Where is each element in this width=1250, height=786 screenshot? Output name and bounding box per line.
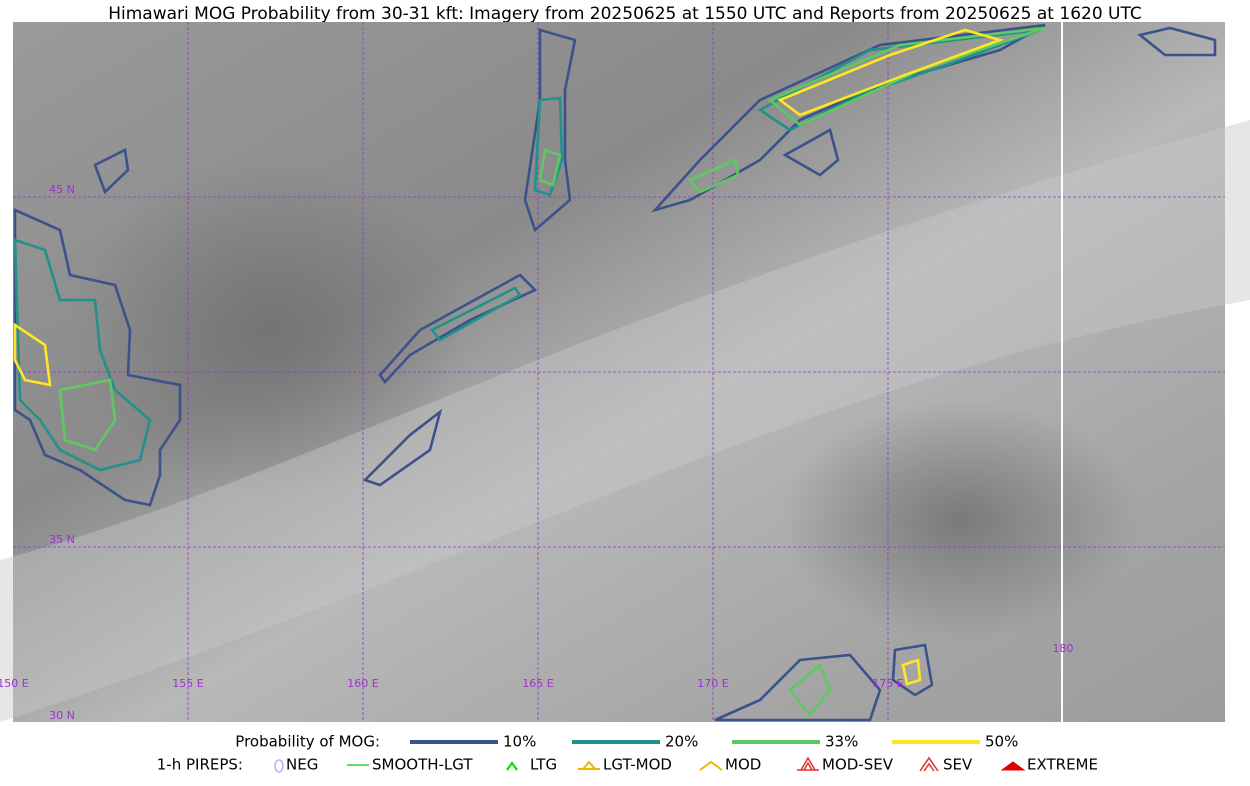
legend-symbol xyxy=(797,756,819,771)
legend-label: MOD xyxy=(725,756,761,774)
contour-20 xyxy=(13,238,152,472)
contour-33 xyxy=(767,26,1046,127)
legend-label: EXTREME xyxy=(1027,756,1098,774)
legend-label: SMOOTH-LGT xyxy=(372,756,473,774)
legend-title: 1-h PIREPS: xyxy=(157,756,243,774)
lon-label: 175 E xyxy=(872,677,903,690)
grid-labels: 45 N 35 N 30 N 150 E 155 E 160 E 165 E 1… xyxy=(0,183,1074,722)
lat-label: 45 N xyxy=(49,183,75,196)
legend: Probability of MOG: 1-h PIREPS: 10% 20% 33… xyxy=(157,733,1098,774)
lat-label: 35 N xyxy=(49,533,75,546)
contour-10 xyxy=(891,643,934,697)
bright-band xyxy=(0,120,1250,722)
legend-label: 20% xyxy=(665,733,698,751)
lat-label: 30 N xyxy=(49,709,75,722)
map: 45 N 35 N 30 N 150 E 155 E 160 E 165 E 1… xyxy=(0,22,1250,722)
contour-10 xyxy=(362,408,443,487)
legend-title: Probability of MOG: xyxy=(235,733,380,751)
legend-symbol xyxy=(274,759,284,773)
contour-50 xyxy=(13,322,52,387)
dark-region xyxy=(780,400,1140,640)
legend-symbol xyxy=(578,760,600,770)
legend-symbol xyxy=(1000,761,1026,771)
lon-label: 160 E xyxy=(347,677,378,690)
legend-label: NEG xyxy=(286,756,318,774)
contour-50 xyxy=(901,658,922,686)
contour-10 xyxy=(13,207,182,507)
legend-label: LGT-MOD xyxy=(603,756,672,774)
contour-10 xyxy=(714,653,882,722)
contour-20 xyxy=(429,286,522,342)
legend-label: 33% xyxy=(825,733,858,751)
contour-33 xyxy=(788,662,832,718)
contour-10 xyxy=(93,148,130,195)
lon-label: 165 E xyxy=(522,677,553,690)
legend-label: SEV xyxy=(943,756,973,774)
legend-label: 50% xyxy=(985,733,1018,751)
contour-33 xyxy=(538,148,562,187)
lon-label: 180 xyxy=(1053,642,1074,655)
legend-label: 10% xyxy=(503,733,536,751)
dark-region xyxy=(70,160,470,500)
grid xyxy=(13,22,1225,722)
legend-symbol xyxy=(506,761,518,771)
legend-symbol xyxy=(699,760,723,771)
contour-10 xyxy=(523,28,577,233)
contour-33 xyxy=(58,378,117,452)
lon-label: 170 E xyxy=(697,677,728,690)
contour-33 xyxy=(687,158,740,194)
lon-label: 155 E xyxy=(172,677,203,690)
contours xyxy=(13,23,1217,722)
legend-symbol xyxy=(919,756,939,772)
contour-50 xyxy=(777,28,1005,117)
contour-20 xyxy=(757,28,1041,132)
lon-label: 150 E xyxy=(0,677,29,690)
legend-label: LTG xyxy=(530,756,557,774)
contour-10 xyxy=(1137,26,1217,57)
contour-10 xyxy=(782,128,840,177)
legend-label: MOD-SEV xyxy=(822,756,894,774)
title: Himawari MOG Probability from 30-31 kft:… xyxy=(108,4,1142,24)
